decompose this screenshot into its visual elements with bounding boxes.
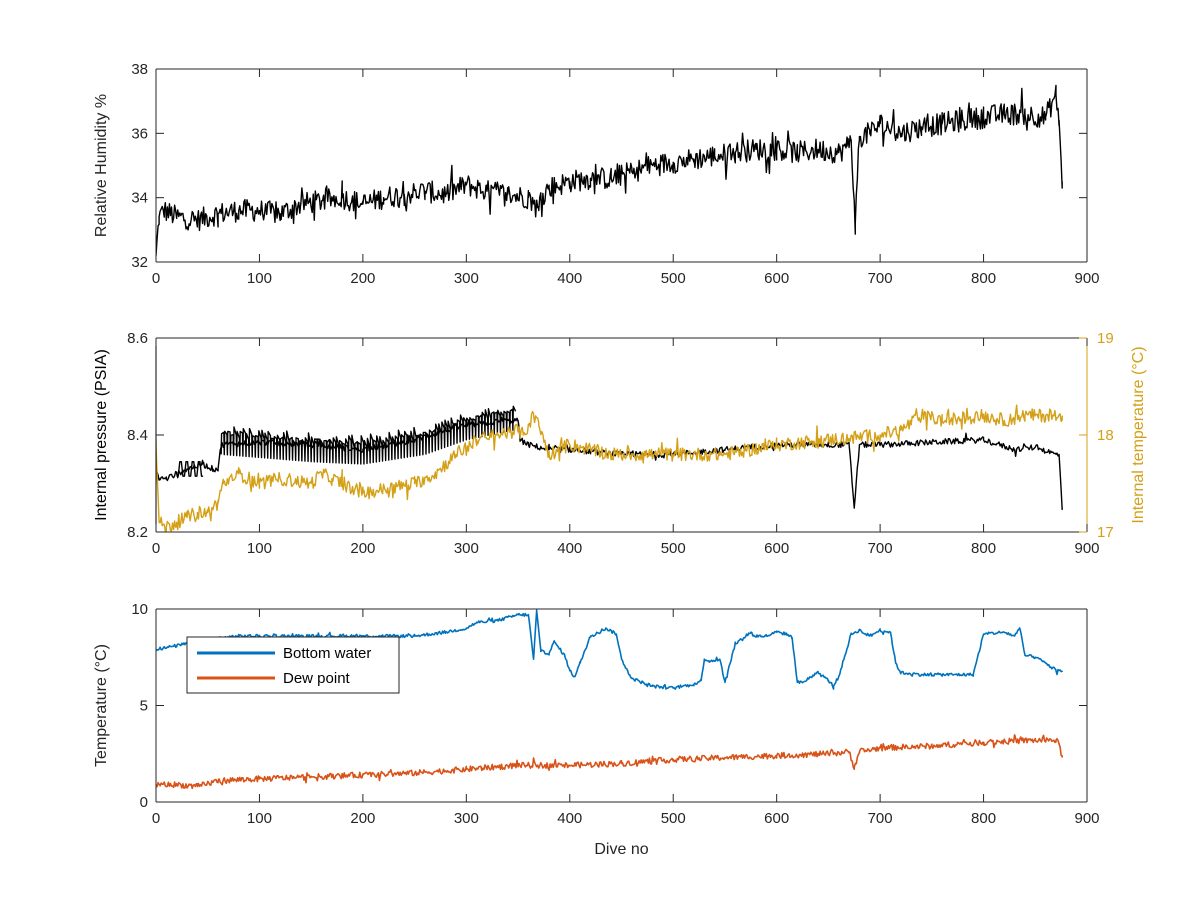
x-tick-label: 100 [247, 810, 272, 827]
x-axis-title: Dive no [594, 841, 648, 858]
x-tick-label: 400 [557, 810, 582, 827]
x-tick-label: 700 [868, 540, 893, 557]
series-line-series-2 [220, 405, 517, 465]
pressure-temperature-chart: 0 100 200 300 400 500 600 700 800 900 8.2 8.4 8.6 17 1… [93, 330, 1147, 557]
x-tick-label: 600 [764, 540, 789, 557]
x-tick-label: 200 [350, 810, 375, 827]
x-tick-label: 300 [454, 540, 479, 557]
x-tick-label: 800 [971, 810, 996, 827]
x-tick-label: 800 [971, 270, 996, 287]
y-tick-label: 8.4 [127, 427, 148, 444]
x-tick-label: 600 [764, 270, 789, 287]
y-tick-label: 38 [131, 61, 148, 78]
y-tick-label: 32 [131, 254, 148, 271]
y-tick-label: 36 [131, 125, 148, 142]
x-tick-label: 900 [1074, 810, 1099, 827]
plot-area [156, 84, 1063, 257]
x-tick-label: 300 [454, 270, 479, 287]
x-tick-label: 900 [1074, 270, 1099, 287]
x-tick-label: 200 [350, 270, 375, 287]
x-tick-label: 500 [661, 810, 686, 827]
series-line-series-3 [156, 404, 1063, 532]
series-line-dew-point [156, 734, 1063, 790]
humidity-chart: 0 100 200 300 400 500 600 700 800 900 32 34 36 38 Rela… [93, 61, 1100, 287]
x-tick-label: 200 [350, 540, 375, 557]
x-tick-label: 900 [1074, 540, 1099, 557]
temperature-chart: 0 100 200 300 400 500 600 700 800 900 0 5 10 Temperat… [93, 601, 1100, 858]
y-tick-label: 5 [140, 698, 148, 715]
y-tick-label: 8.2 [127, 524, 148, 541]
x-tick-label: 400 [557, 270, 582, 287]
series-line-series-1 [176, 460, 204, 477]
legend-label: Bottom water [283, 645, 371, 662]
x-tick-label: 600 [764, 810, 789, 827]
y-tick-label: 10 [131, 601, 148, 618]
y-tick-label: 0 [140, 794, 148, 811]
x-tick-label: 700 [868, 270, 893, 287]
series-line-series-0 [156, 84, 1063, 257]
series-line-bottom-water [156, 609, 1063, 690]
plot-area [156, 404, 1063, 532]
x-tick-label: 100 [247, 270, 272, 287]
x-tick-label: 700 [868, 810, 893, 827]
x-tick-label: 500 [661, 540, 686, 557]
x-tick-label: 500 [661, 270, 686, 287]
y-tick-label-right: 17 [1097, 524, 1114, 541]
y-axis-title: Relative Humidity % [93, 94, 110, 237]
x-tick-label: 0 [152, 270, 160, 287]
x-tick-label: 400 [557, 540, 582, 557]
y-tick-label: 34 [131, 190, 148, 207]
x-tick-label: 0 [152, 810, 160, 827]
x-tick-label: 100 [247, 540, 272, 557]
y-axis-title: Temperature (°C) [93, 644, 110, 767]
x-tick-label: 800 [971, 540, 996, 557]
y-tick-label-right: 19 [1097, 330, 1114, 347]
y-axis-title: Internal pressure (PSIA) [93, 349, 110, 521]
y-tick-label-right: 18 [1097, 427, 1114, 444]
y-axis-title-right: Internal temperature (°C) [1130, 346, 1147, 523]
y-tick-label: 8.6 [127, 330, 148, 347]
plot-area [156, 609, 1063, 790]
legend: Bottom water Dew point [186, 636, 400, 694]
x-tick-label: 0 [152, 540, 160, 557]
x-tick-label: 300 [454, 810, 479, 827]
legend-label: Dew point [283, 670, 351, 687]
legend-box [186, 636, 400, 694]
